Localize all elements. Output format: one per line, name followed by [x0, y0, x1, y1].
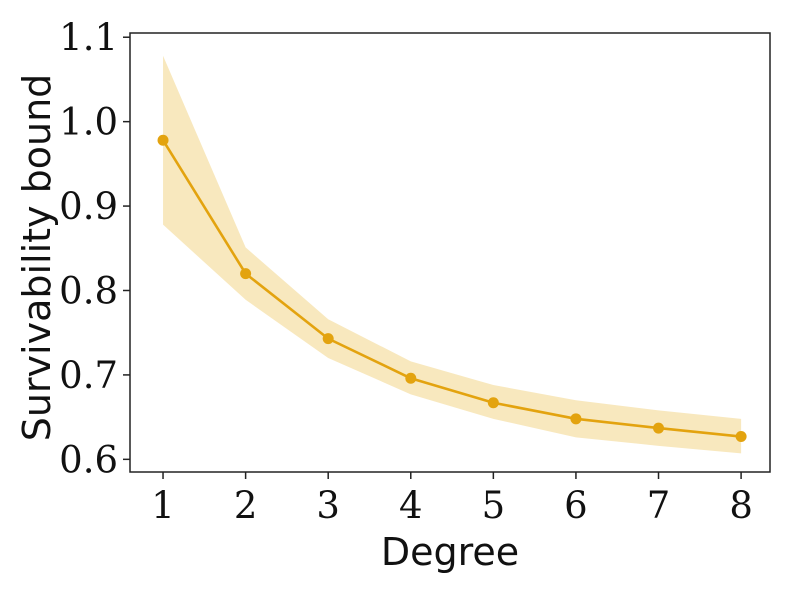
- x-axis-title: Degree: [381, 530, 519, 574]
- x-tick-label: 5: [482, 484, 506, 527]
- series-points-layer: [157, 134, 747, 443]
- y-axis-title: Survivability bound: [15, 74, 59, 442]
- confidence-band-layer: [163, 55, 742, 454]
- confidence-band-0: [163, 55, 742, 454]
- y-tick-label: 1.0: [59, 101, 118, 144]
- data-point: [405, 372, 417, 384]
- series-line-0: [161, 139, 742, 438]
- data-point: [570, 413, 582, 425]
- x-tick-label: 7: [647, 484, 671, 527]
- x-tick-label: 2: [234, 484, 258, 527]
- x-axis-ticks: 1 2 3 4 5 6 7 8: [151, 472, 753, 527]
- y-axis-ticks: 0.6 0.7 0.8 0.9 1.0 1.1: [59, 16, 130, 481]
- x-tick-label: 4: [399, 484, 423, 527]
- data-point: [735, 431, 747, 443]
- series-line-layer: [161, 139, 742, 438]
- data-point: [322, 333, 334, 345]
- y-tick-label: 0.7: [59, 354, 118, 397]
- y-tick-label: 1.1: [59, 16, 118, 59]
- y-tick-label: 0.6: [59, 438, 118, 481]
- data-point: [653, 422, 665, 434]
- plot-frame: [129, 32, 771, 473]
- data-point: [157, 134, 169, 146]
- data-point: [487, 397, 499, 409]
- x-tick-label: 8: [729, 484, 753, 527]
- x-tick-label: 6: [564, 484, 588, 527]
- x-tick-label: 3: [316, 484, 340, 527]
- x-tick-label: 1: [151, 484, 175, 527]
- y-tick-label: 0.8: [59, 269, 118, 312]
- y-tick-label: 0.9: [59, 185, 118, 228]
- data-point: [240, 268, 252, 280]
